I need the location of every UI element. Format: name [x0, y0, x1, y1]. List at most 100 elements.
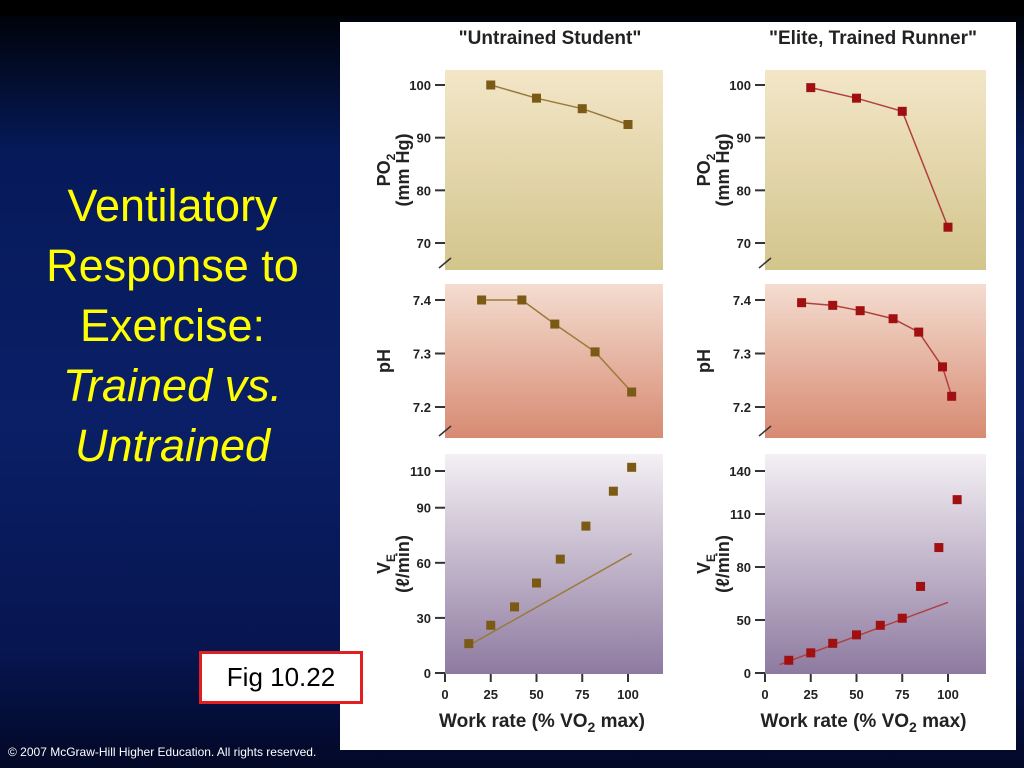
x-axis-title: Work rate (% VO2 max)	[439, 711, 645, 735]
plot-background	[445, 454, 663, 674]
x-axis-title-vo: VO	[560, 711, 587, 732]
data-point	[943, 222, 953, 232]
data-point	[875, 620, 885, 630]
data-point	[608, 486, 618, 496]
x-tick-label: 0	[441, 687, 448, 702]
copyright-notice: © 2007 McGraw-Hill Higher Education. All…	[8, 745, 317, 759]
y-tick-label: 90	[737, 131, 751, 146]
y-tick-label: 70	[417, 236, 431, 251]
column-title-trained: "Elite, Trained Runner"	[769, 28, 977, 49]
axis-break-mark	[438, 257, 452, 269]
y-axis-unit: (ℓ/min)	[713, 535, 733, 593]
y-axis-title-main: pH	[374, 349, 394, 373]
y-tick-label: 7.3	[733, 347, 751, 362]
data-point	[897, 106, 907, 116]
y-tick-label: 60	[417, 556, 431, 571]
column-title-untrained: "Untrained Student"	[459, 28, 642, 49]
x-axis-title-end: max)	[917, 711, 967, 732]
x-axis-title-main: Work rate (%	[761, 711, 882, 732]
y-tick-label: 70	[737, 236, 751, 251]
title-line: Response to	[46, 240, 299, 291]
axis-break-mark	[438, 425, 452, 437]
y-axis-title: VE	[694, 554, 718, 574]
axis-break-mark	[758, 425, 772, 437]
data-point	[623, 120, 633, 129]
data-point	[852, 630, 861, 640]
series-line	[810, 86, 949, 228]
top-bar	[0, 0, 1024, 16]
x-axis-title-vo: VO	[882, 711, 909, 732]
y-axis-title-sub: 2	[704, 153, 718, 160]
x-axis-title-sub: 2	[909, 719, 917, 735]
y-tick-label: 30	[417, 611, 431, 626]
x-axis-title-end: max)	[595, 711, 645, 732]
plot-background	[445, 70, 663, 270]
data-point	[828, 300, 838, 310]
y-tick-label: 7.2	[733, 400, 751, 415]
y-axis-title-sub: E	[704, 554, 718, 562]
x-tick-label: 50	[849, 687, 863, 702]
plot-background	[765, 70, 986, 270]
data-point	[828, 638, 838, 648]
data-point	[477, 295, 487, 305]
y-tick-label: 7.4	[733, 293, 752, 308]
y-axis-title: VE	[374, 554, 398, 574]
data-point	[914, 327, 924, 337]
x-axis-title-main: Work rate (%	[439, 711, 560, 732]
fit-line	[468, 552, 633, 647]
data-point	[784, 655, 794, 665]
x-tick-label: 25	[484, 687, 498, 702]
data-point	[938, 362, 948, 372]
data-point	[486, 80, 496, 90]
axis-break-mark	[758, 257, 772, 269]
y-tick-label: 7.4	[413, 293, 432, 308]
data-point	[947, 391, 957, 401]
y-axis-unit: (mm Hg)	[393, 134, 413, 207]
data-point	[627, 387, 637, 397]
y-axis-unit: (mm Hg)	[713, 134, 733, 207]
y-axis-title: pH	[374, 349, 394, 373]
y-tick-label: 100	[729, 78, 751, 93]
y-tick-label: 110	[730, 507, 751, 522]
data-point	[532, 578, 541, 588]
title-line-italic: Trained vs.	[62, 360, 283, 411]
data-point	[806, 83, 816, 93]
data-point	[627, 462, 637, 472]
y-tick-label: 0	[744, 666, 751, 681]
y-axis-title-main: V	[694, 562, 714, 574]
y-axis-title: PO2	[694, 153, 718, 186]
y-tick-label: 80	[417, 183, 431, 198]
y-tick-label: 0	[424, 666, 431, 681]
x-tick-label: 75	[575, 687, 589, 702]
data-point	[590, 347, 600, 357]
y-tick-label: 90	[417, 501, 431, 516]
data-point	[934, 543, 944, 553]
data-point	[897, 613, 907, 623]
chart-grid-svg: "Untrained Student" "Elite, Trained Runne…	[374, 28, 986, 735]
y-axis-title-sub: 2	[384, 153, 398, 160]
title-line: Exercise:	[79, 300, 266, 351]
slide-title: Ventilatory Response to Exercise: Traine…	[0, 176, 345, 476]
plot-background	[765, 284, 986, 438]
y-tick-label: 90	[417, 131, 431, 146]
x-tick-label: 50	[529, 687, 543, 702]
x-axis-title: Work rate (% VO2 max)	[761, 711, 967, 735]
y-tick-label: 140	[729, 464, 751, 479]
data-point	[577, 104, 587, 114]
x-tick-label: 25	[804, 687, 818, 702]
series-line	[490, 84, 629, 126]
y-axis-title-main: PO	[694, 160, 714, 186]
y-tick-label: 100	[409, 78, 431, 93]
data-point	[855, 306, 865, 316]
data-point	[464, 639, 474, 649]
plot-background	[445, 284, 663, 438]
x-tick-label: 100	[617, 687, 639, 702]
y-tick-label: 7.2	[413, 400, 431, 415]
data-point	[888, 314, 898, 324]
y-axis-title-main: PO	[374, 160, 394, 186]
x-axis-title-sub: 2	[588, 719, 596, 735]
data-point	[517, 295, 527, 305]
title-line-italic: Untrained	[74, 420, 271, 471]
y-tick-label: 110	[410, 464, 431, 479]
plot-background	[765, 454, 986, 674]
